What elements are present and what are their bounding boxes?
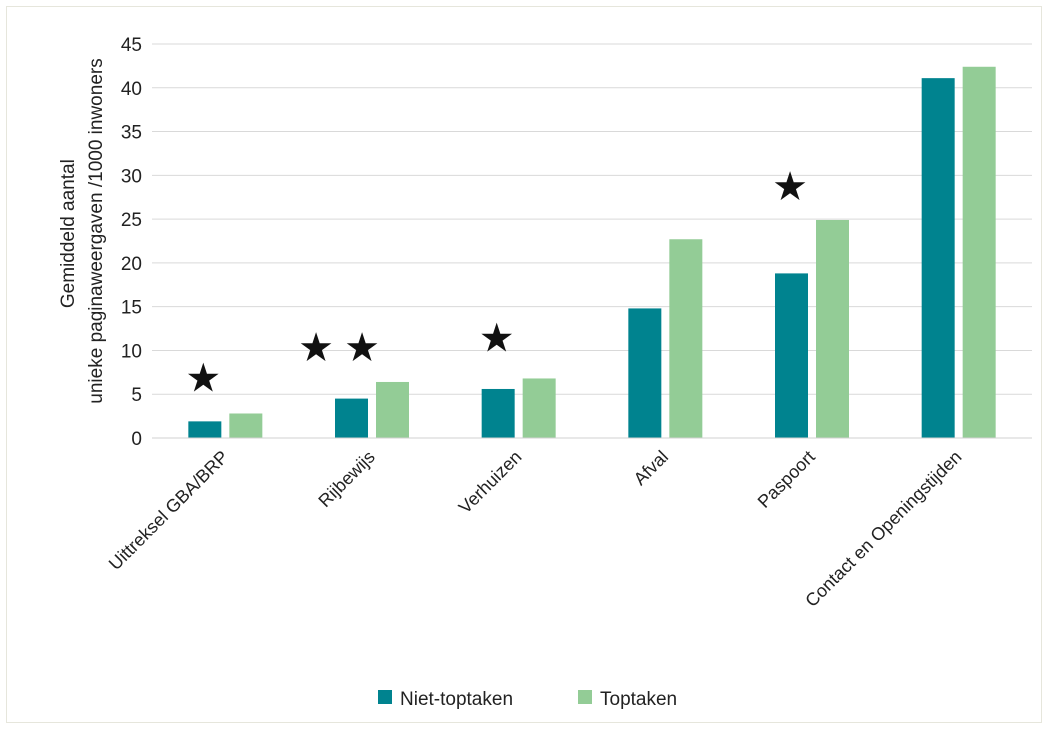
bar-niet-toptaken-5 xyxy=(921,78,955,438)
bar-niet-toptaken-4 xyxy=(775,273,808,438)
y-tick-label: 10 xyxy=(121,341,142,362)
y-tick-label: 5 xyxy=(131,385,142,406)
x-tick-label: Contact en Openingstijden xyxy=(801,447,965,611)
bar-niet-toptaken-1 xyxy=(335,398,368,438)
legend-swatch-0 xyxy=(378,690,392,704)
bar-toptaken-0 xyxy=(229,413,263,438)
x-tick-label: Afval xyxy=(630,447,672,489)
bar-toptaken-3 xyxy=(669,239,703,438)
x-tick-label: Rijbewijs xyxy=(314,447,378,511)
significance-star: ★ xyxy=(298,325,334,371)
gridlines xyxy=(152,43,1032,395)
legend-label-0: Niet-toptaken xyxy=(400,689,513,710)
y-axis-ticks: 0 5 10 15 20 25 30 35 40 45 xyxy=(121,35,142,450)
bars xyxy=(188,66,996,439)
bar-toptaken-5 xyxy=(962,66,996,439)
y-tick-label: 40 xyxy=(121,79,142,100)
bar-toptaken-1 xyxy=(376,381,409,438)
bar-niet-toptaken-2 xyxy=(481,388,515,438)
x-tick-label: Paspoort xyxy=(754,447,819,512)
bar-niet-toptaken-3 xyxy=(628,308,662,438)
x-tick-label: Verhuizen xyxy=(455,447,526,518)
bar-toptaken-4 xyxy=(816,219,849,438)
y-axis-label-line-2: unieke paginaweergaven /1000 inwoners xyxy=(86,58,107,403)
y-tick-label: 25 xyxy=(121,210,142,231)
bar-niet-toptaken-0 xyxy=(188,421,222,438)
significance-star: ★ xyxy=(185,356,221,402)
legend-swatch-1 xyxy=(578,690,592,704)
significance-stars: ★★ ★ ★★ xyxy=(185,164,808,402)
y-tick-label: 20 xyxy=(121,254,142,275)
y-axis-label: Gemiddeld aantal unieke paginaweergaven … xyxy=(58,58,107,403)
y-tick-label: 30 xyxy=(121,166,142,187)
x-tick-label: Uittreksel GBA/BRP xyxy=(105,447,232,574)
y-tick-label: 15 xyxy=(121,298,142,319)
legend: Niet-toptaken Toptaken xyxy=(378,689,677,710)
bar-toptaken-2 xyxy=(522,378,556,438)
y-tick-label: 45 xyxy=(121,35,142,56)
y-tick-label: 0 xyxy=(131,429,142,450)
chart-frame xyxy=(6,6,1042,723)
x-axis-labels: Uittreksel GBA/BRP Rijbewijs Verhuizen Afva… xyxy=(105,447,966,611)
significance-star: ★ xyxy=(344,325,380,371)
y-tick-label: 35 xyxy=(121,123,142,144)
legend-label-1: Toptaken xyxy=(600,689,677,710)
significance-star: ★ xyxy=(479,315,515,361)
y-axis-label-line-1: Gemiddeld aantal xyxy=(58,159,79,308)
significance-star: ★ xyxy=(772,164,808,210)
